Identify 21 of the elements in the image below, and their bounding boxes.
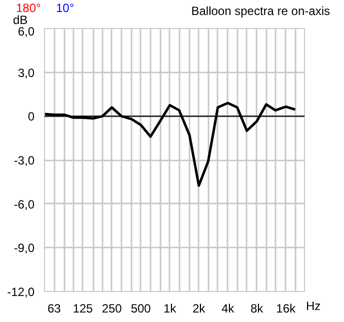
y-tick-label: -12,0 xyxy=(7,285,35,299)
y-tick-label: -6,0 xyxy=(14,197,35,212)
x-tick-label: 250 xyxy=(102,302,122,316)
y-axis-title: dB xyxy=(13,12,28,27)
y-tick-label: -9,0 xyxy=(14,241,35,256)
y-tick-label: -3,0 xyxy=(14,154,35,168)
x-tick-label: 16k xyxy=(276,302,297,316)
x-tick-label: 1k xyxy=(163,302,178,316)
y-tick-label: 0 xyxy=(28,110,35,124)
text: 10° xyxy=(56,0,74,17)
x-tick-label: 125 xyxy=(72,302,94,316)
y-tick-label: 6,0 xyxy=(18,24,35,38)
y-tick-label: 3,0 xyxy=(18,66,35,80)
chart-title: Balloon spectra re on-axis xyxy=(191,3,330,20)
x-tick-label: 2k xyxy=(192,302,206,316)
x-tick-label: 8k xyxy=(250,302,264,316)
x-tick-label: 63 xyxy=(47,302,62,316)
text: 180° xyxy=(16,0,41,15)
x-axis-title: Hz xyxy=(306,298,321,315)
x-tick-label: 500 xyxy=(130,302,152,316)
x-tick-label: 4k xyxy=(221,302,236,316)
